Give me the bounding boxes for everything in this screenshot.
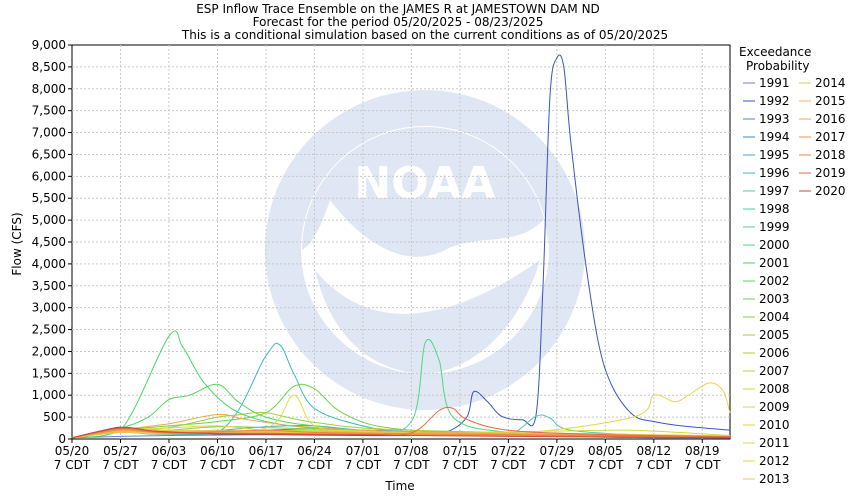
x-tick-date: 06/03: [152, 444, 187, 458]
legend-label-2006: 2006: [759, 346, 790, 360]
x-tick-tz: 7 CDT: [54, 458, 91, 472]
legend-label-1991: 1991: [759, 76, 790, 90]
series-line-2016: [71, 413, 731, 439]
legend-label-2015: 2015: [815, 94, 846, 108]
x-tick-date: 05/27: [103, 444, 138, 458]
x-tick-date: 08/05: [588, 444, 623, 458]
y-tick-label: 3,500: [32, 279, 66, 293]
x-tick-tz: 7 CDT: [393, 458, 430, 472]
chart-subtitle-2: This is a conditional simulation based o…: [181, 28, 668, 42]
x-tick-date: 08/19: [685, 444, 720, 458]
y-tick-label: 0: [58, 432, 66, 446]
y-tick-label: 4,500: [32, 235, 66, 249]
x-tick-tz: 7 CDT: [587, 458, 624, 472]
legend-label-2014: 2014: [815, 76, 846, 90]
legend-label-2001: 2001: [759, 256, 790, 270]
x-tick-date: 07/22: [491, 444, 526, 458]
legend-label-2012: 2012: [759, 454, 790, 468]
x-tick-date: 07/15: [443, 444, 478, 458]
gridlines: [72, 45, 730, 439]
legend-label-2003: 2003: [759, 292, 790, 306]
x-tick-tz: 7 CDT: [345, 458, 382, 472]
legend-label-2007: 2007: [759, 364, 790, 378]
y-tick-label: 9,000: [32, 38, 66, 52]
legend-label-2018: 2018: [815, 148, 846, 162]
legend-label-1996: 1996: [759, 166, 790, 180]
svg-text:NOAA: NOAA: [354, 158, 495, 209]
x-tick-date: 06/24: [297, 444, 332, 458]
y-tick-label: 1,500: [32, 366, 66, 380]
y-tick-label: 5,000: [32, 213, 66, 227]
y-tick-label: 1,000: [32, 388, 66, 402]
legend-label-2008: 2008: [759, 382, 790, 396]
legend-label-2009: 2009: [759, 400, 790, 414]
legend-label-1992: 1992: [759, 94, 790, 108]
legend-label-2017: 2017: [815, 130, 846, 144]
y-tick-label: 7,000: [32, 126, 66, 140]
series-line-2020: [71, 426, 731, 439]
legend-label-2016: 2016: [815, 112, 846, 126]
y-tick-label: 5,500: [32, 191, 66, 205]
y-tick-label: 4,000: [32, 257, 66, 271]
legend-label-2019: 2019: [815, 166, 846, 180]
x-tick-date: 06/17: [249, 444, 284, 458]
chart-subtitle-1: Forecast for the period 05/20/2025 - 08/…: [253, 15, 544, 29]
legend-label-2005: 2005: [759, 328, 790, 342]
legend-label-2011: 2011: [759, 436, 790, 450]
y-tick-label: 7,500: [32, 104, 66, 118]
series-lines: [71, 54, 731, 439]
x-tick-tz: 7 CDT: [296, 458, 333, 472]
x-tick-tz: 7 CDT: [199, 458, 236, 472]
legend-label-1994: 1994: [759, 130, 790, 144]
x-tick-tz: 7 CDT: [490, 458, 527, 472]
legend-label-2002: 2002: [759, 274, 790, 288]
y-axis-label: Flow (CFS): [10, 212, 24, 275]
legend-title-1: Exceedance: [739, 45, 811, 59]
y-tick-label: 3,000: [32, 301, 66, 315]
legend-label-1993: 1993: [759, 112, 790, 126]
x-tick-tz: 7 CDT: [151, 458, 188, 472]
legend-label-2004: 2004: [759, 310, 790, 324]
noaa-watermark-logo: NOAA: [265, 90, 585, 410]
legend-label-1997: 1997: [759, 184, 790, 198]
x-tick-tz: 7 CDT: [102, 458, 139, 472]
y-tick-label: 6,500: [32, 147, 66, 161]
x-tick-date: 07/29: [540, 444, 575, 458]
x-tick-tz: 7 CDT: [248, 458, 285, 472]
legend-title-2: Probability: [746, 59, 809, 73]
legend-label-2000: 2000: [759, 238, 790, 252]
legend-label-1998: 1998: [759, 202, 790, 216]
x-tick-tz: 7 CDT: [539, 458, 576, 472]
legend-label-2020: 2020: [815, 184, 846, 198]
legend-label-2010: 2010: [759, 418, 790, 432]
x-tick-date: 06/10: [200, 444, 235, 458]
y-tick-label: 8,500: [32, 60, 66, 74]
y-tick-label: 500: [43, 410, 66, 424]
legend: Exceedance Probability 1991 1992 1993 1994 1…: [739, 45, 846, 486]
legend-label-1999: 1999: [759, 220, 790, 234]
y-tick-label: 2,500: [32, 323, 66, 337]
y-axis-ticks: 0 500 1,000 1,500 2,000 2,500 3,000 3,500 4,000 4…: [32, 38, 72, 446]
x-tick-date: 07/01: [346, 444, 381, 458]
legend-label-1995: 1995: [759, 148, 790, 162]
y-tick-label: 8,000: [32, 82, 66, 96]
chart-title: ESP Inflow Trace Ensemble on the JAMES R…: [196, 2, 600, 16]
legend-label-2013: 2013: [759, 472, 790, 486]
y-tick-label: 2,000: [32, 344, 66, 358]
x-tick-tz: 7 CDT: [442, 458, 479, 472]
x-tick-tz: 7 CDT: [684, 458, 721, 472]
x-tick-date: 08/12: [637, 444, 672, 458]
x-axis-label: Time: [384, 479, 414, 493]
y-tick-label: 6,000: [32, 169, 66, 183]
x-tick-date: 07/08: [394, 444, 429, 458]
x-tick-tz: 7 CDT: [636, 458, 673, 472]
x-tick-date: 05/20: [55, 444, 90, 458]
